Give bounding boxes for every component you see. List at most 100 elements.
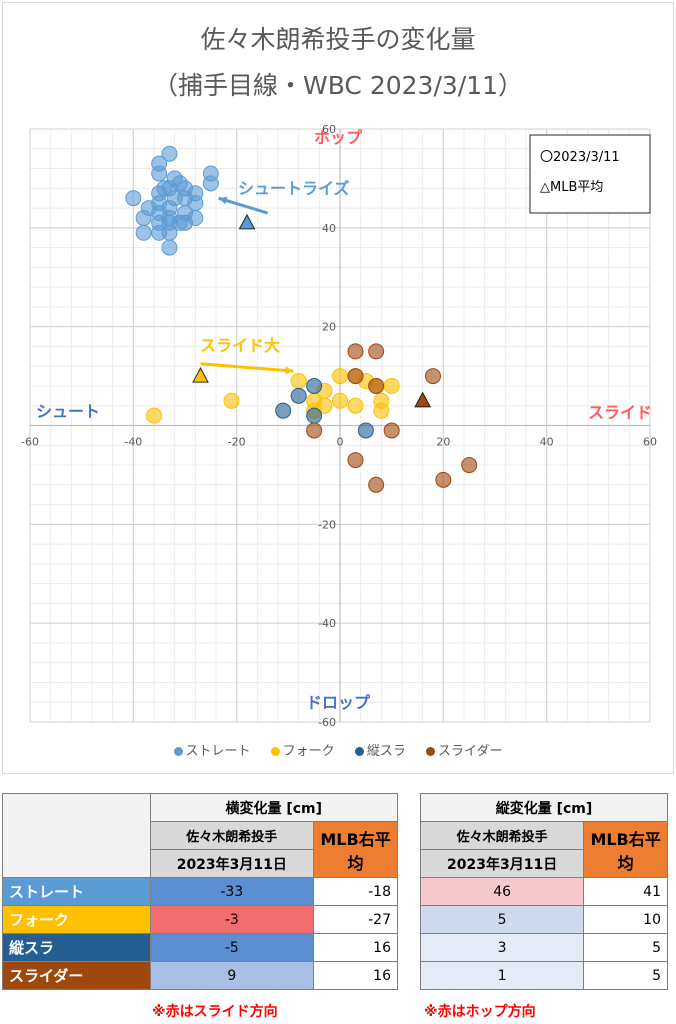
data-point-0 [135,224,152,241]
table-corner [2,793,151,878]
mlb-average-marker-3 [414,391,432,408]
row-label-straight: ストレート [2,877,151,906]
legend-item-vertical-slider: 縦スラ [354,744,406,759]
vertical-mlb-vertical-slider: 5 [583,933,668,962]
slide-label: スライド [588,403,652,422]
vertical-mlb-header: MLB右平均 [583,821,668,878]
slide-big-label: スライド大 [200,336,280,355]
shoot-label: シュート [36,402,100,421]
table-row: フォーク -3 -27 [2,905,398,934]
table-row: 46 41 [419,877,668,906]
horizontal-mlb-slider: 16 [313,961,398,990]
data-point-0 [202,175,219,192]
data-point-1 [347,397,364,414]
vertical-sub1: 佐々木朗希投手 [419,821,585,850]
slide-big-arrow [200,362,294,373]
data-point-0 [161,239,178,256]
legend-item-slider: スライダー [425,744,502,759]
vertical-table-header: 縦変化量 [cm] [420,793,668,822]
vertical-value-straight: 46 [419,877,585,906]
data-point-3 [306,422,323,439]
data-point-0 [135,209,152,226]
data-point-1 [332,368,348,385]
data-point-3 [461,457,478,474]
data-point-0 [161,145,178,162]
data-point-1 [223,392,240,409]
chart-title-line2: （捕手目線・WBC 2023/3/11） [152,71,524,100]
chart-title-line1: 佐々木朗希投手の変化量 [200,25,476,54]
data-point-1 [146,407,162,424]
data-point-3 [435,471,452,488]
data-point-3 [425,368,441,385]
vertical-value-vertical-slider: 3 [419,933,585,962]
data-point-1 [316,397,333,414]
chart-frame [2,2,674,774]
legend-box [529,134,651,214]
vertical-note: ※赤はホップ方向 [424,1004,536,1020]
data-point-3 [347,343,364,360]
y-tick-label: 20 [322,321,336,334]
row-label-slider: スライダー [2,961,151,990]
data-point-2 [275,402,292,419]
horizontal-sub2: 2023年3月11日 [149,849,315,878]
row-label-fork: フォーク [2,905,151,934]
table-row: スライダー 9 16 [2,961,398,990]
horizontal-mlb-fork: -27 [313,905,398,934]
x-tick-label: 40 [540,436,554,449]
x-tick-label: 0 [337,436,344,449]
horizontal-break-table: 横変化量 [cm] 佐々木朗希投手 MLB右平均 2023年3月11日 ストレー… [2,793,399,990]
y-tick-label: -20 [318,518,336,531]
horizontal-sub1: 佐々木朗希投手 [149,821,315,850]
data-point-2 [290,387,307,404]
data-point-3 [368,476,385,493]
horizontal-mlb-vertical-slider: 16 [313,933,398,962]
data-point-3 [383,422,400,439]
horizontal-value-slider: 9 [149,961,315,990]
hop-label: ホップ [314,128,363,147]
vertical-break-table: 縦変化量 [cm] 佐々木朗希投手 MLB右平均 2023年3月11日 46 4… [419,793,668,990]
x-tick-label: -60 [21,436,39,449]
x-tick-label: 60 [643,436,657,449]
y-tick-label: -40 [318,617,336,630]
x-tick-label: 20 [436,436,450,449]
mlb-average-marker-1 [192,367,209,383]
y-tick-label: 40 [322,222,336,235]
data-point-1 [332,392,348,409]
vertical-mlb-straight: 41 [583,877,668,906]
x-tick-label: -20 [228,436,246,449]
horizontal-note: ※赤はスライド方向 [152,1004,278,1020]
data-point-0 [125,190,142,207]
legend-box-actual: 〇2023/3/11 [540,150,620,165]
data-point-2 [306,377,323,394]
data-point-0 [177,214,193,231]
horizontal-mlb-straight: -18 [313,877,398,906]
row-label-vertical-slider: 縦スラ [2,933,151,962]
data-point-0 [151,165,168,182]
horizontal-value-vertical-slider: -5 [149,933,315,962]
legend-item-fork: フォーク [270,744,335,759]
data-point-3 [368,377,385,394]
shoot-rise-arrow [218,196,269,215]
data-point-3 [368,343,385,360]
data-point-1 [290,373,307,390]
legend-item-straight: ストレート [173,744,251,759]
y-tick-label: -60 [318,716,336,729]
legend-box-mlb: △MLB平均 [540,180,603,195]
vertical-value-slider: 1 [419,961,585,990]
data-point-1 [373,402,390,419]
horizontal-mlb-header: MLB右平均 [313,821,398,878]
horizontal-table-header: 横変化量 [cm] [149,793,399,822]
x-tick-label: -40 [124,436,142,449]
vertical-sub2: 2023年3月11日 [419,849,585,878]
slide-big-arrow-head [285,366,294,375]
chart-legend: ストレート フォーク 縦スラ スライダー [0,740,676,759]
data-point-2 [357,422,374,439]
table-row: 5 10 [419,905,668,934]
data-point-3 [347,452,364,469]
mlb-average-marker-0 [238,213,256,230]
data-point-1 [383,377,400,394]
vertical-value-fork: 5 [419,905,585,934]
vertical-mlb-fork: 10 [583,905,668,934]
data-point-3 [347,368,364,385]
